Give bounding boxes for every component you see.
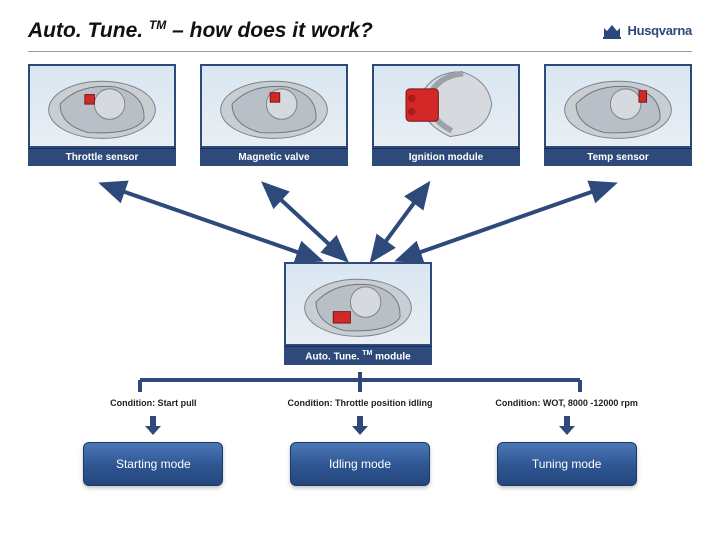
condition-column: Condition: Start pull Starting mode <box>58 398 248 486</box>
engine-thumbnail <box>200 64 348 148</box>
mode-box: Starting mode <box>83 442 223 486</box>
mode-box: Idling mode <box>290 442 430 486</box>
component-card: Magnetic valve <box>200 64 348 166</box>
condition-column: Condition: Throttle position idling Idli… <box>265 398 455 486</box>
title-tm: TM <box>149 18 166 32</box>
engine-thumbnail <box>544 64 692 148</box>
component-label: Throttle sensor <box>28 148 176 166</box>
center-label-post: module <box>372 351 410 362</box>
title-main: Auto. Tune. <box>28 19 149 42</box>
header: Auto. Tune. TM – how does it work? Husqv… <box>0 0 720 51</box>
component-card: Ignition module <box>372 64 520 166</box>
down-arrow-icon <box>349 414 371 436</box>
component-label: Magnetic valve <box>200 148 348 166</box>
center-module-label: Auto. Tune. TM module <box>284 346 432 365</box>
center-module-card: Auto. Tune. TM module <box>284 262 432 365</box>
engine-thumbnail <box>372 64 520 148</box>
component-card: Temp sensor <box>544 64 692 166</box>
mode-box: Tuning mode <box>497 442 637 486</box>
condition-text: Condition: Throttle position idling <box>288 398 433 408</box>
condition-text: Condition: Start pull <box>110 398 196 408</box>
engine-thumbnail <box>28 64 176 148</box>
conditions-row: Condition: Start pull Starting mode Cond… <box>0 398 720 486</box>
condition-column: Condition: WOT, 8000 -12000 rpm Tuning m… <box>472 398 662 486</box>
down-arrow-icon <box>556 414 578 436</box>
engine-thumbnail <box>284 262 432 346</box>
component-label: Temp sensor <box>544 148 692 166</box>
brand-name: Husqvarna <box>628 23 693 38</box>
center-label-tm: TM <box>362 350 372 357</box>
bracket-connector <box>80 372 640 392</box>
component-row: Throttle sensor Magnetic valve Ignition … <box>0 52 720 166</box>
component-label: Ignition module <box>372 148 520 166</box>
condition-text: Condition: WOT, 8000 -12000 rpm <box>495 398 638 408</box>
title-rest: – how does it work? <box>166 19 373 42</box>
page-title: Auto. Tune. TM – how does it work? <box>28 18 373 43</box>
down-arrow-icon <box>142 414 164 436</box>
brand-logo: Husqvarna <box>600 19 693 43</box>
crown-icon <box>600 19 624 43</box>
component-card: Throttle sensor <box>28 64 176 166</box>
center-label-pre: Auto. Tune. <box>305 351 362 362</box>
